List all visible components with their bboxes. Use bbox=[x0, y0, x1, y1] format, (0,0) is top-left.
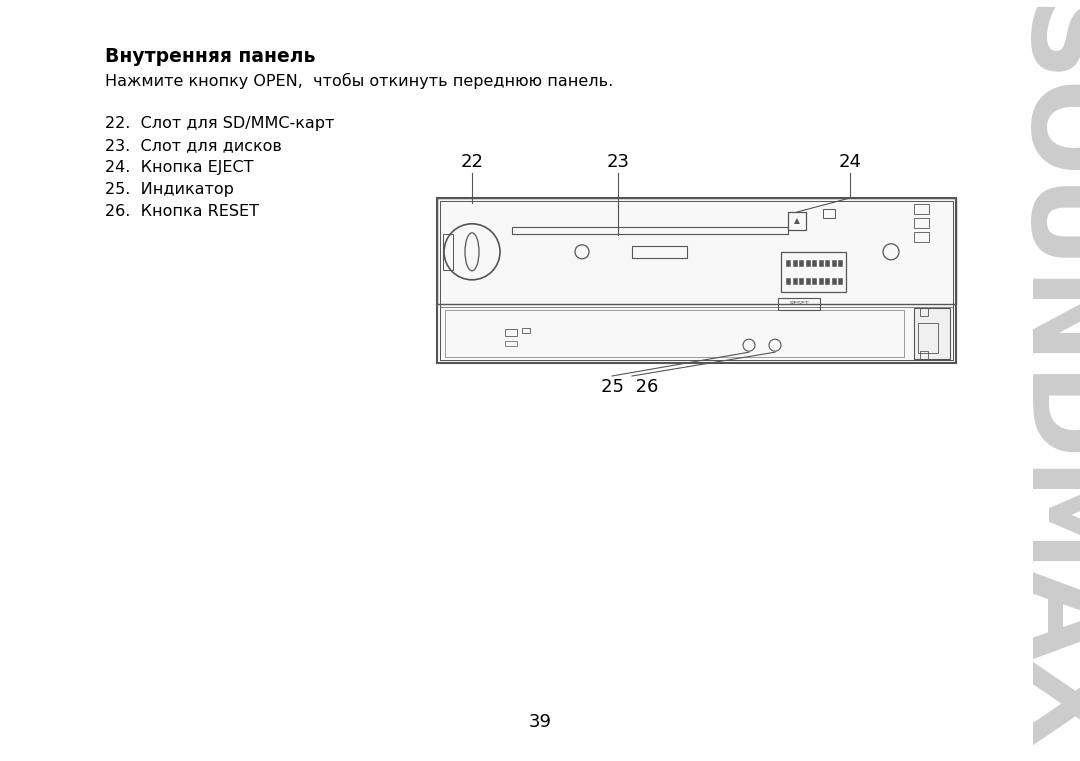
Bar bbox=[799, 260, 804, 266]
Bar bbox=[443, 234, 453, 270]
Bar bbox=[522, 328, 530, 333]
Text: 24.  Кнопка EJECT: 24. Кнопка EJECT bbox=[105, 160, 254, 175]
Bar bbox=[505, 342, 517, 346]
Bar bbox=[825, 260, 829, 266]
Text: RESET: RESET bbox=[789, 301, 809, 306]
Text: 25.  Индикатор: 25. Индикатор bbox=[105, 182, 234, 197]
Bar bbox=[825, 278, 829, 284]
Bar bbox=[838, 278, 842, 284]
Bar bbox=[781, 252, 846, 291]
Bar bbox=[786, 260, 789, 266]
Bar bbox=[445, 310, 904, 357]
Bar bbox=[920, 351, 928, 359]
Bar bbox=[832, 260, 836, 266]
Bar bbox=[823, 209, 835, 218]
Bar bbox=[512, 228, 788, 234]
Bar bbox=[440, 201, 953, 360]
Text: Внутренняя панель: Внутренняя панель bbox=[105, 47, 315, 66]
Bar bbox=[918, 323, 939, 353]
Bar bbox=[832, 278, 836, 284]
Bar bbox=[786, 278, 789, 284]
Circle shape bbox=[487, 326, 491, 330]
Text: Нажмите кнопку OPEN,  чтобы откинуть переднюю панель.: Нажмите кнопку OPEN, чтобы откинуть пере… bbox=[105, 73, 613, 89]
Bar bbox=[632, 246, 687, 258]
Bar bbox=[793, 260, 797, 266]
Text: SOUNDMAX: SOUNDMAX bbox=[999, 5, 1080, 755]
Bar bbox=[793, 278, 797, 284]
Bar bbox=[914, 307, 950, 359]
Text: 39: 39 bbox=[528, 713, 552, 731]
Text: 22.  Слот для SD/MMC-карт: 22. Слот для SD/MMC-карт bbox=[105, 116, 335, 131]
Bar bbox=[437, 198, 956, 304]
Text: 23: 23 bbox=[607, 153, 630, 171]
Bar bbox=[437, 198, 956, 363]
Bar bbox=[914, 204, 929, 214]
Bar bbox=[914, 232, 929, 242]
Bar bbox=[505, 330, 517, 336]
Bar bbox=[914, 218, 929, 228]
Bar bbox=[799, 278, 804, 284]
Bar bbox=[920, 307, 928, 316]
Text: 22: 22 bbox=[460, 153, 484, 171]
Bar bbox=[819, 260, 823, 266]
Bar bbox=[778, 298, 820, 310]
Text: 25  26: 25 26 bbox=[602, 378, 659, 396]
Text: ▲: ▲ bbox=[794, 216, 800, 225]
Bar bbox=[819, 278, 823, 284]
Bar bbox=[806, 278, 810, 284]
Bar bbox=[788, 212, 806, 230]
Bar bbox=[812, 278, 816, 284]
Text: 23.  Слот для дисков: 23. Слот для дисков bbox=[105, 138, 282, 153]
Text: 24: 24 bbox=[838, 153, 862, 171]
Text: 26.  Кнопка RESET: 26. Кнопка RESET bbox=[105, 204, 259, 219]
Bar bbox=[838, 260, 842, 266]
Bar bbox=[812, 260, 816, 266]
Bar bbox=[440, 307, 953, 360]
Bar bbox=[806, 260, 810, 266]
